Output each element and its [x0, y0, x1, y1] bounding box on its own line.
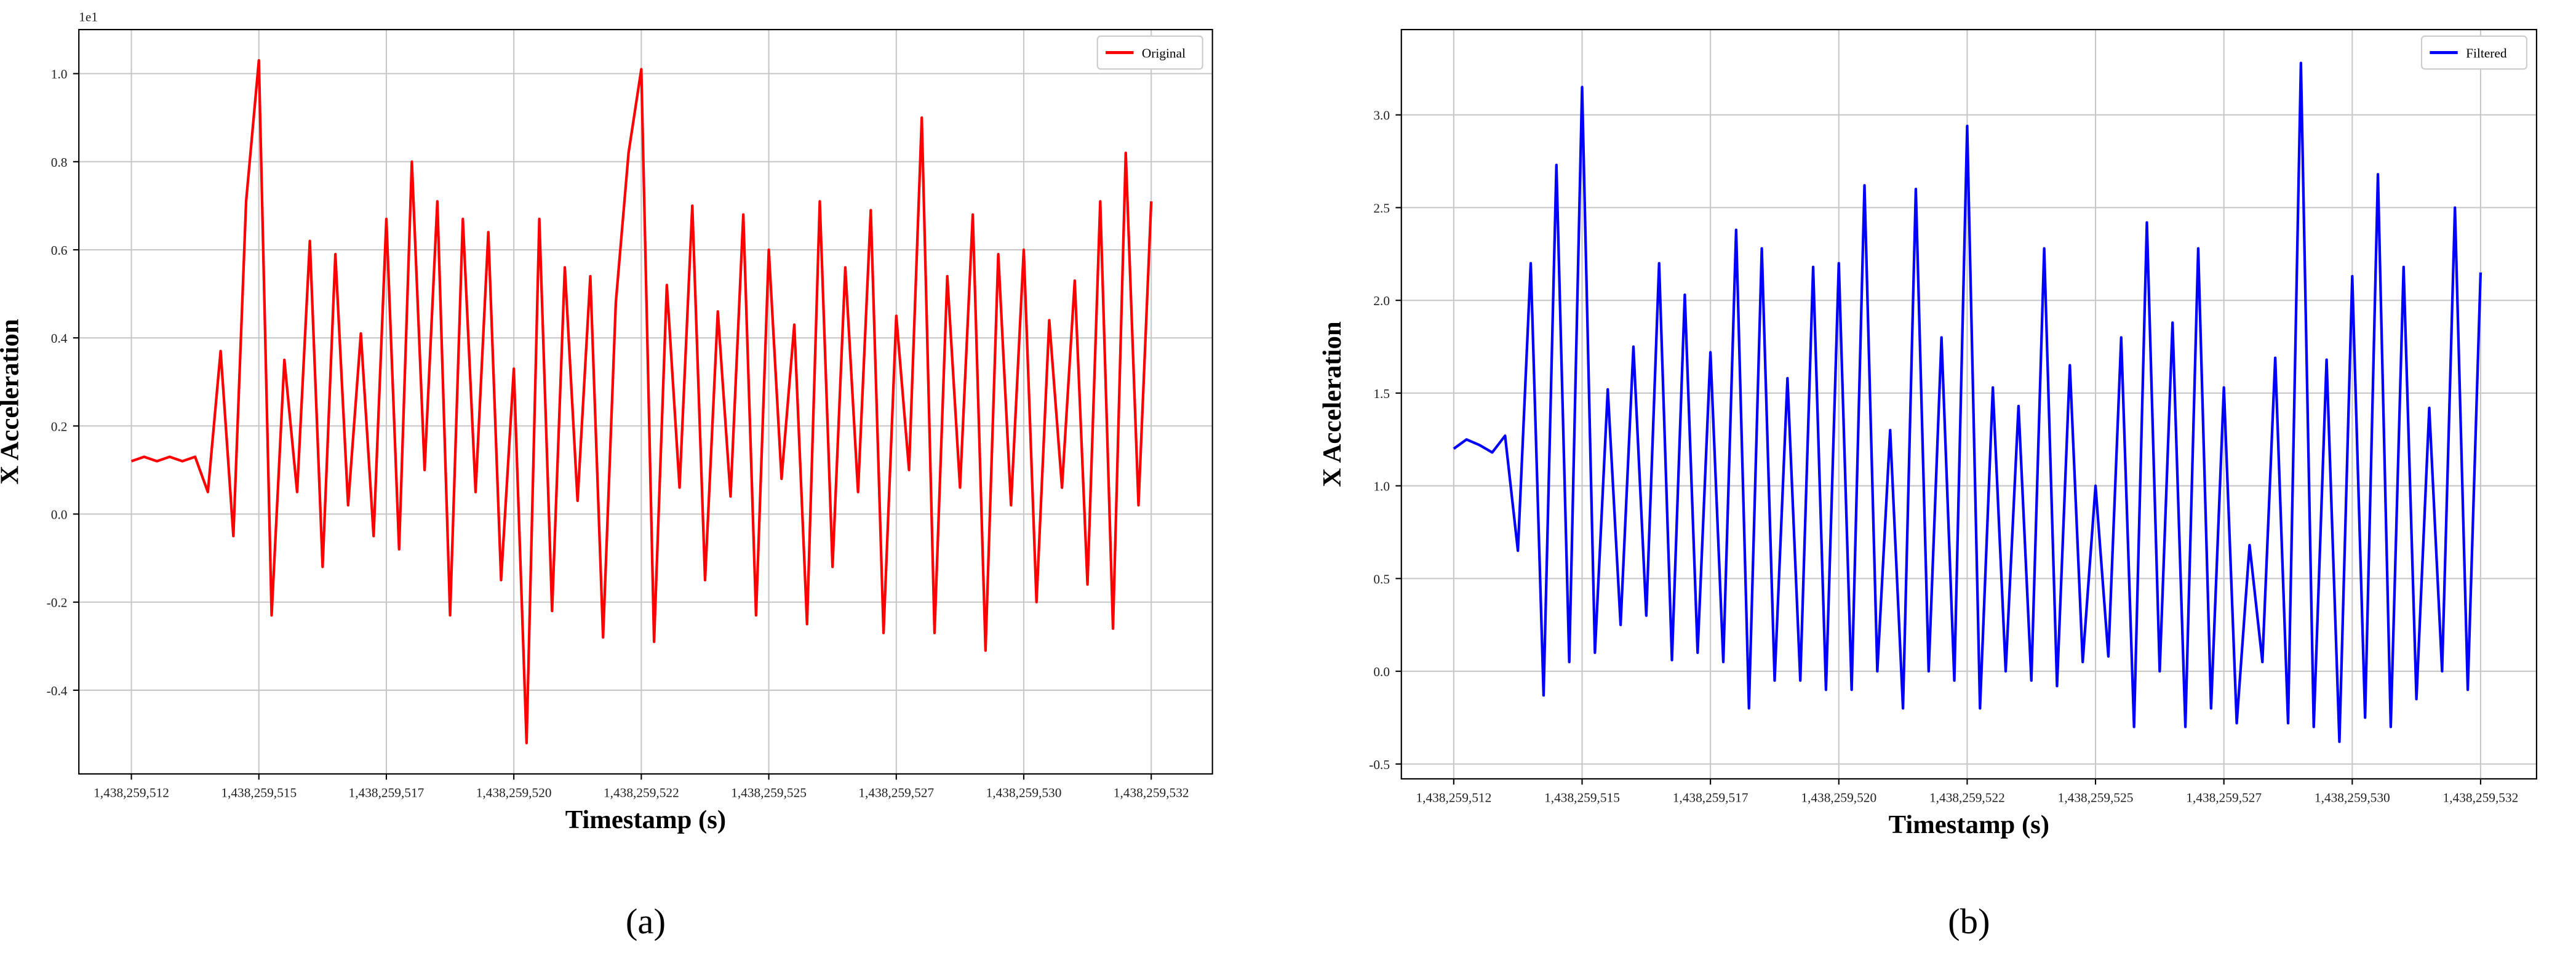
y-tick-label: 1.5 — [1373, 386, 1390, 401]
x-tick-label: 1,438,259,530 — [2315, 790, 2390, 805]
x-tick-label: 1,438,259,530 — [986, 785, 1062, 800]
plot-area — [79, 30, 1213, 774]
x-tick-label: 1,438,259,522 — [1929, 790, 2005, 805]
chart: -0.4 -0.2 0.0 0.2 0.4 0.6 0.8 1.0 1,438,259,512 1… — [0, 10, 1213, 941]
y-tick-label: 0.0 — [51, 508, 68, 522]
y-tick-label: 0.0 — [1373, 664, 1390, 679]
x-tick-label: 1,438,259,512 — [1416, 790, 1491, 805]
x-tick-label: 1,438,259,522 — [604, 785, 679, 800]
x-tick-label: 1,438,259,520 — [476, 785, 552, 800]
chart: -0.5 0.0 0.5 1.0 1.5 2.0 2.5 3.0 1,438,259,512 1,… — [1318, 29, 2537, 941]
y-axis-label: X Acceleration — [0, 319, 24, 485]
y-tick-label: 0.8 — [51, 155, 68, 170]
axis-offset: 1e1 — [79, 10, 98, 25]
legend-label: Original — [1142, 46, 1186, 60]
y-tick-label: 0.6 — [51, 243, 68, 258]
y-tick-label: 2.0 — [1373, 293, 1390, 308]
plot-frame — [1400, 29, 2537, 780]
x-tick-label: 1,438,259,515 — [221, 785, 297, 800]
x-tick-label: 1,438,259,532 — [2443, 790, 2519, 805]
legend-box — [1096, 35, 1203, 70]
y-tick-label: -0.2 — [47, 596, 68, 610]
y-tick-label: -0.5 — [1369, 757, 1390, 772]
x-axis-label: Timestamp (s) — [1889, 810, 2049, 839]
x-tick-label: 1,438,259,527 — [2186, 790, 2262, 805]
y-tick-label: 0.5 — [1373, 572, 1390, 586]
x-tick-label: 1,438,259,520 — [1801, 790, 1876, 805]
x-tick-label: 1,438,259,525 — [2058, 790, 2134, 805]
y-tick-label: 0.2 — [51, 419, 68, 434]
x-tick-label: 1,438,259,512 — [94, 785, 169, 800]
caption: (b) — [1948, 901, 1990, 941]
y-tick-label: 1.0 — [51, 67, 68, 82]
y-tick-label: 1.0 — [1373, 479, 1390, 494]
plot-frame — [78, 29, 1213, 775]
legend-box — [2420, 35, 2527, 70]
x-axis-label: Timestamp (s) — [565, 805, 726, 834]
data-line — [130, 59, 1153, 744]
y-tick-label: 3.0 — [1373, 108, 1390, 123]
x-tick-label: 1,438,259,532 — [1114, 785, 1189, 800]
x-tick-label: 1,438,259,517 — [1673, 790, 1749, 805]
y-axis-label: X Acceleration — [1318, 321, 1347, 487]
x-tick-label: 1,438,259,515 — [1544, 790, 1620, 805]
y-tick-label: 0.4 — [51, 331, 68, 346]
x-tick-label: 1,438,259,527 — [858, 785, 934, 800]
legend-label: Filtered — [2466, 46, 2507, 60]
x-tick-label: 1,438,259,525 — [731, 785, 807, 800]
y-tick-label: -0.4 — [47, 684, 68, 698]
data-line — [1453, 62, 2482, 743]
x-tick-label: 1,438,259,517 — [349, 785, 425, 800]
y-tick-label: 2.5 — [1373, 201, 1390, 215]
caption: (a) — [626, 901, 666, 941]
